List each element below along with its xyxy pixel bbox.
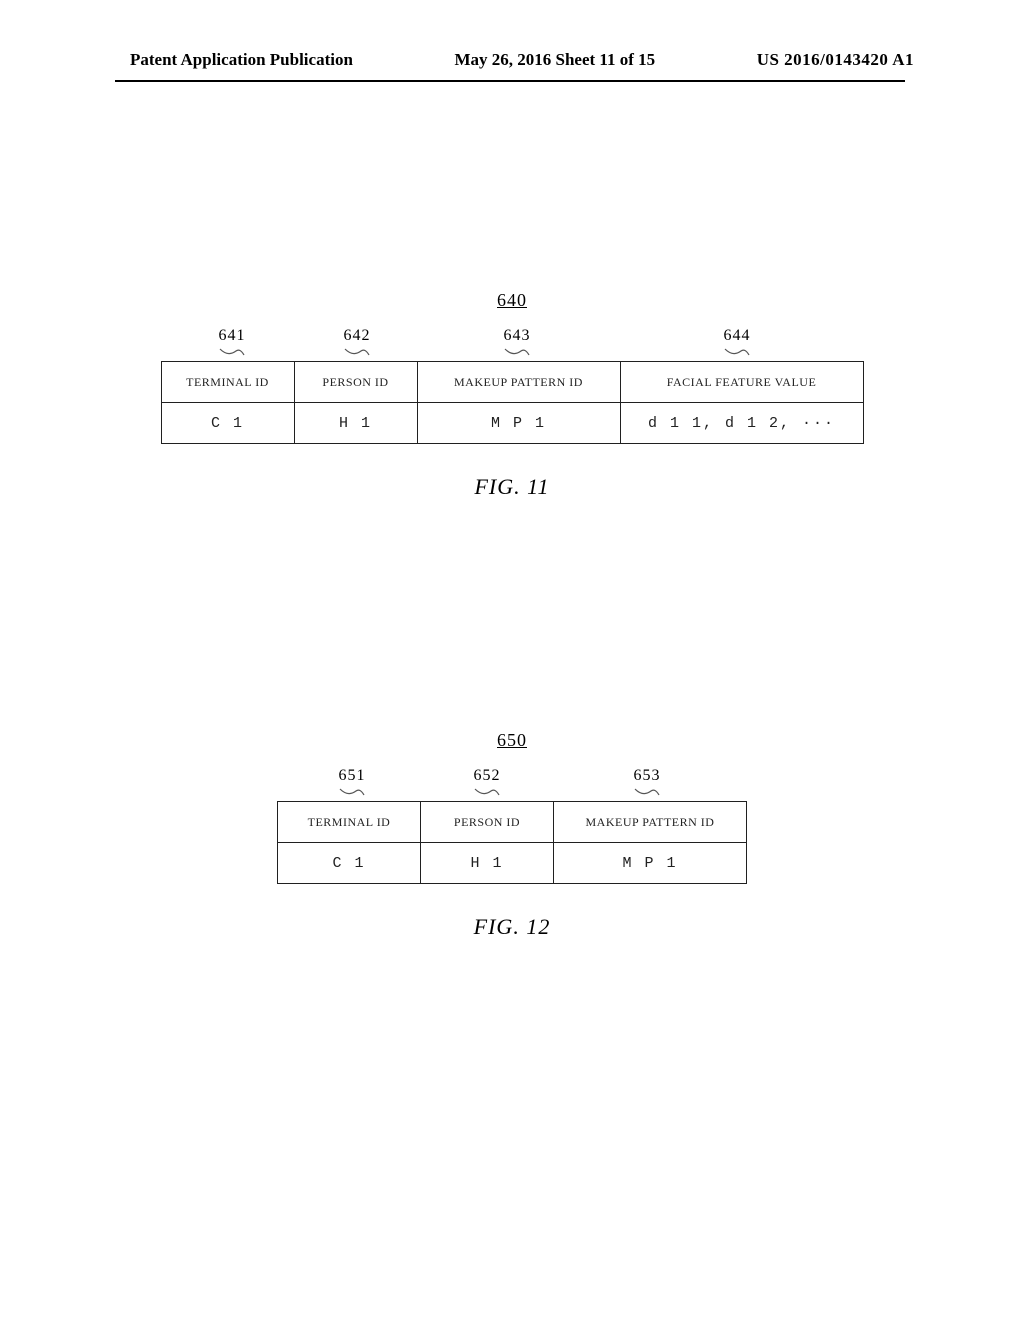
- header-rule: [115, 80, 905, 82]
- table-header-row: TERMINAL ID PERSON ID MAKEUP PATTERN ID: [278, 802, 747, 843]
- col-header: MAKEUP PATTERN ID: [417, 362, 620, 403]
- fig11-table: TERMINAL ID PERSON ID MAKEUP PATTERN ID …: [161, 361, 864, 444]
- header-center: May 26, 2016 Sheet 11 of 15: [454, 50, 655, 70]
- patent-page: Patent Application Publication May 26, 2…: [0, 0, 1024, 1320]
- col-ref-label: 652: [422, 767, 552, 785]
- table-cell: d 1 1, d 1 2, ···: [620, 403, 863, 444]
- table-cell: C 1: [278, 843, 421, 884]
- fig12-table: TERMINAL ID PERSON ID MAKEUP PATTERN ID …: [277, 801, 747, 884]
- page-header: Patent Application Publication May 26, 2…: [0, 50, 1024, 70]
- fig11-table-wrap: 641 642 643 644 T: [0, 327, 1024, 444]
- figure-12: 650 651 652 653 TERMINAL: [0, 730, 1024, 940]
- fig11-col-refs: 641 642 643 644: [167, 327, 857, 359]
- table-cell: M P 1: [554, 843, 747, 884]
- fig11-col-ref-644: 644: [617, 327, 857, 359]
- col-header: TERMINAL ID: [278, 802, 421, 843]
- fig11-caption: FIG. 11: [0, 474, 1024, 500]
- fig12-col-ref-653: 653: [552, 767, 742, 799]
- figure-11: 640 641 642 643 644: [0, 290, 1024, 500]
- header-pub-number: US 2016/0143420 A1: [757, 50, 914, 70]
- fig12-col-ref-652: 652: [422, 767, 552, 799]
- table-cell: C 1: [161, 403, 294, 444]
- table-row: C 1 H 1 M P 1 d 1 1, d 1 2, ···: [161, 403, 863, 444]
- fig12-col-ref-651: 651: [282, 767, 422, 799]
- col-header: PERSON ID: [294, 362, 417, 403]
- leader-squiggle-icon: [338, 785, 366, 799]
- table-cell: H 1: [294, 403, 417, 444]
- fig12-caption: FIG. 12: [0, 914, 1024, 940]
- leader-squiggle-icon: [633, 785, 661, 799]
- leader-squiggle-icon: [218, 345, 246, 359]
- fig11-col-ref-641: 641: [167, 327, 297, 359]
- leader-squiggle-icon: [723, 345, 751, 359]
- leader-squiggle-icon: [343, 345, 371, 359]
- col-ref-label: 641: [167, 327, 297, 345]
- fig11-col-ref-642: 642: [297, 327, 417, 359]
- col-ref-label: 653: [552, 767, 742, 785]
- header-left: Patent Application Publication: [130, 50, 353, 70]
- fig12-table-wrap: 651 652 653 TERMINAL ID PERSON ID: [0, 767, 1024, 884]
- leader-squiggle-icon: [503, 345, 531, 359]
- fig11-ref-number: 640: [0, 290, 1024, 311]
- fig11-col-ref-643: 643: [417, 327, 617, 359]
- leader-squiggle-icon: [473, 785, 501, 799]
- col-header: TERMINAL ID: [161, 362, 294, 403]
- fig12-ref-number: 650: [0, 730, 1024, 751]
- col-header: FACIAL FEATURE VALUE: [620, 362, 863, 403]
- table-cell: H 1: [421, 843, 554, 884]
- table-cell: M P 1: [417, 403, 620, 444]
- table-header-row: TERMINAL ID PERSON ID MAKEUP PATTERN ID …: [161, 362, 863, 403]
- col-ref-label: 643: [417, 327, 617, 345]
- col-ref-label: 651: [282, 767, 422, 785]
- col-ref-label: 642: [297, 327, 417, 345]
- fig12-col-refs: 651 652 653: [282, 767, 742, 799]
- col-ref-label: 644: [617, 327, 857, 345]
- col-header: PERSON ID: [421, 802, 554, 843]
- col-header: MAKEUP PATTERN ID: [554, 802, 747, 843]
- table-row: C 1 H 1 M P 1: [278, 843, 747, 884]
